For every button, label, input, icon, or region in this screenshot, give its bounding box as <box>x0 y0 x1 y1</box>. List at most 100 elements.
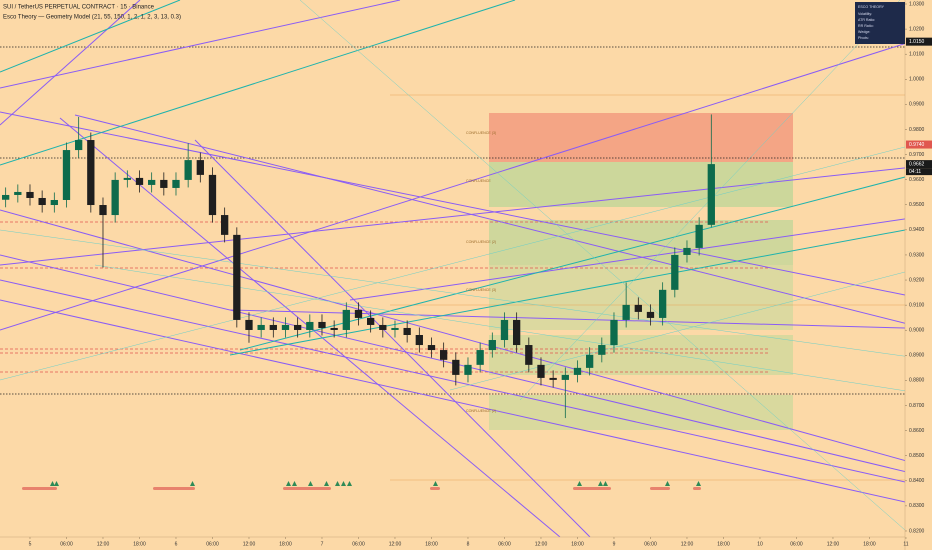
candle-body <box>75 140 83 151</box>
indicator-label: Esco Theory — Geometry Model (21, 55, 15… <box>3 15 181 21</box>
candle-body <box>62 150 71 200</box>
candles <box>2 114 715 419</box>
panel-bg <box>855 2 905 44</box>
y-tick-label: 0.8600 <box>909 428 925 434</box>
y-tick-label: 0.8800 <box>909 378 925 384</box>
y-tick-label: 0.8400 <box>909 478 925 484</box>
candle-body <box>294 324 302 330</box>
x-tick-label: 12:00 <box>97 541 110 547</box>
zone-green <box>489 162 793 207</box>
y-tick-label: 1.0000 <box>909 77 925 83</box>
x-tick-label: 11 <box>903 541 908 547</box>
candle-body <box>50 199 58 206</box>
x-tick-label: 18:00 <box>717 541 730 547</box>
y-tick-label: 0.9800 <box>909 127 925 133</box>
candle-body <box>184 160 192 180</box>
x-tick-label: 06:00 <box>60 541 73 547</box>
zone-label: CONFLUENCE (2) <box>466 409 496 413</box>
candle-body <box>610 319 618 346</box>
y-tick-label: 0.8500 <box>909 453 925 459</box>
candle-body <box>196 160 204 175</box>
candle-body <box>658 289 667 318</box>
zone-label: CONFLUENCE (3) <box>466 131 496 135</box>
y-tick-label: 0.9200 <box>909 277 925 283</box>
y-tick-label: 1.0200 <box>909 26 925 32</box>
y-tick-label: 0.9600 <box>909 177 925 183</box>
info-panel: ESCO THEORY Volatility: ATR Ratio: RR Ra… <box>855 2 905 44</box>
x-tick-label: 18:00 <box>279 541 292 547</box>
zone-label: CONFLUENCE (3) <box>466 288 496 292</box>
candle-body <box>38 197 46 206</box>
x-tick-label: 06:00 <box>352 541 365 547</box>
price-label: 0.9740 <box>909 142 925 148</box>
candle-body <box>549 377 557 380</box>
panel-row: ATR Ratio: <box>858 18 875 22</box>
candle-body <box>330 327 338 330</box>
candle-body <box>415 334 423 346</box>
x-tick-label: 18:00 <box>425 541 438 547</box>
y-tick-label: 1.0100 <box>909 52 925 58</box>
zone-labels: CONFLUENCE (3) CONFLUENCE CONFLUENCE (2)… <box>466 131 496 413</box>
candle-body <box>391 327 399 330</box>
candle-body <box>233 234 241 320</box>
candle-body <box>683 247 691 255</box>
price-label-bg <box>906 140 932 149</box>
candle-body <box>2 194 10 200</box>
candle-body <box>99 205 107 216</box>
x-tick-label: 12:00 <box>243 541 256 547</box>
candle-body <box>318 321 326 328</box>
candle-body <box>306 321 314 330</box>
x-tick-label: 12:00 <box>827 541 840 547</box>
price-label-bg <box>906 160 932 169</box>
zone-red <box>489 113 793 162</box>
y-tick-label: 0.9400 <box>909 227 925 233</box>
x-tick-label: 10 <box>757 541 763 547</box>
panel-row: Pivots: <box>858 36 869 40</box>
countdown-bg <box>906 168 932 176</box>
x-tick-label: 18:00 <box>133 541 146 547</box>
y-axis-panel <box>905 0 932 550</box>
candle-body <box>646 311 655 318</box>
candle-body <box>367 317 375 325</box>
candle-body <box>427 345 436 351</box>
x-tick-label: 12:00 <box>389 541 402 547</box>
chart-title: SUI / TetherUS PERPETUAL CONTRACT · 15 ·… <box>3 5 155 11</box>
countdown: 04:11 <box>909 169 921 175</box>
price-label-bg <box>906 37 932 46</box>
x-tick-label: 9 <box>613 541 616 547</box>
candle-body <box>537 364 545 378</box>
y-tick-label: 0.8700 <box>909 403 925 409</box>
trend-lines <box>0 0 932 356</box>
y-tick-label: 0.8900 <box>909 353 925 359</box>
candle-body <box>500 319 509 341</box>
zone-green <box>489 265 793 330</box>
candle-body <box>622 304 630 320</box>
x-tick-label: 06:00 <box>790 541 803 547</box>
candle-body <box>707 164 715 225</box>
y-tick-label: 0.8200 <box>909 528 925 534</box>
x-tick-label: 06:00 <box>206 541 219 547</box>
y-tick-label: 0.9900 <box>909 102 925 108</box>
candle-body <box>488 340 496 351</box>
trend-lines <box>0 0 932 538</box>
y-tick-label: 0.9700 <box>909 152 925 158</box>
zone-green <box>489 335 793 375</box>
candle-body <box>464 364 472 375</box>
candle-body <box>561 374 569 380</box>
panel-row: RR Ratio: <box>858 24 874 28</box>
candle-body <box>269 324 277 330</box>
price-label: 1.0150 <box>909 39 925 45</box>
candle-body <box>525 345 533 365</box>
x-tick-label: 06:00 <box>644 541 657 547</box>
candle-body <box>14 191 22 195</box>
y-tick-label: 0.9000 <box>909 328 925 334</box>
zone-green <box>489 395 793 430</box>
candle-body <box>281 324 290 330</box>
y-tick-label: 0.9100 <box>909 302 925 308</box>
zone-label: CONFLUENCE (2) <box>466 240 496 244</box>
zone-label: CONFLUENCE <box>466 179 491 183</box>
candle-body <box>148 179 156 185</box>
y-tick-label: 0.9300 <box>909 252 925 258</box>
